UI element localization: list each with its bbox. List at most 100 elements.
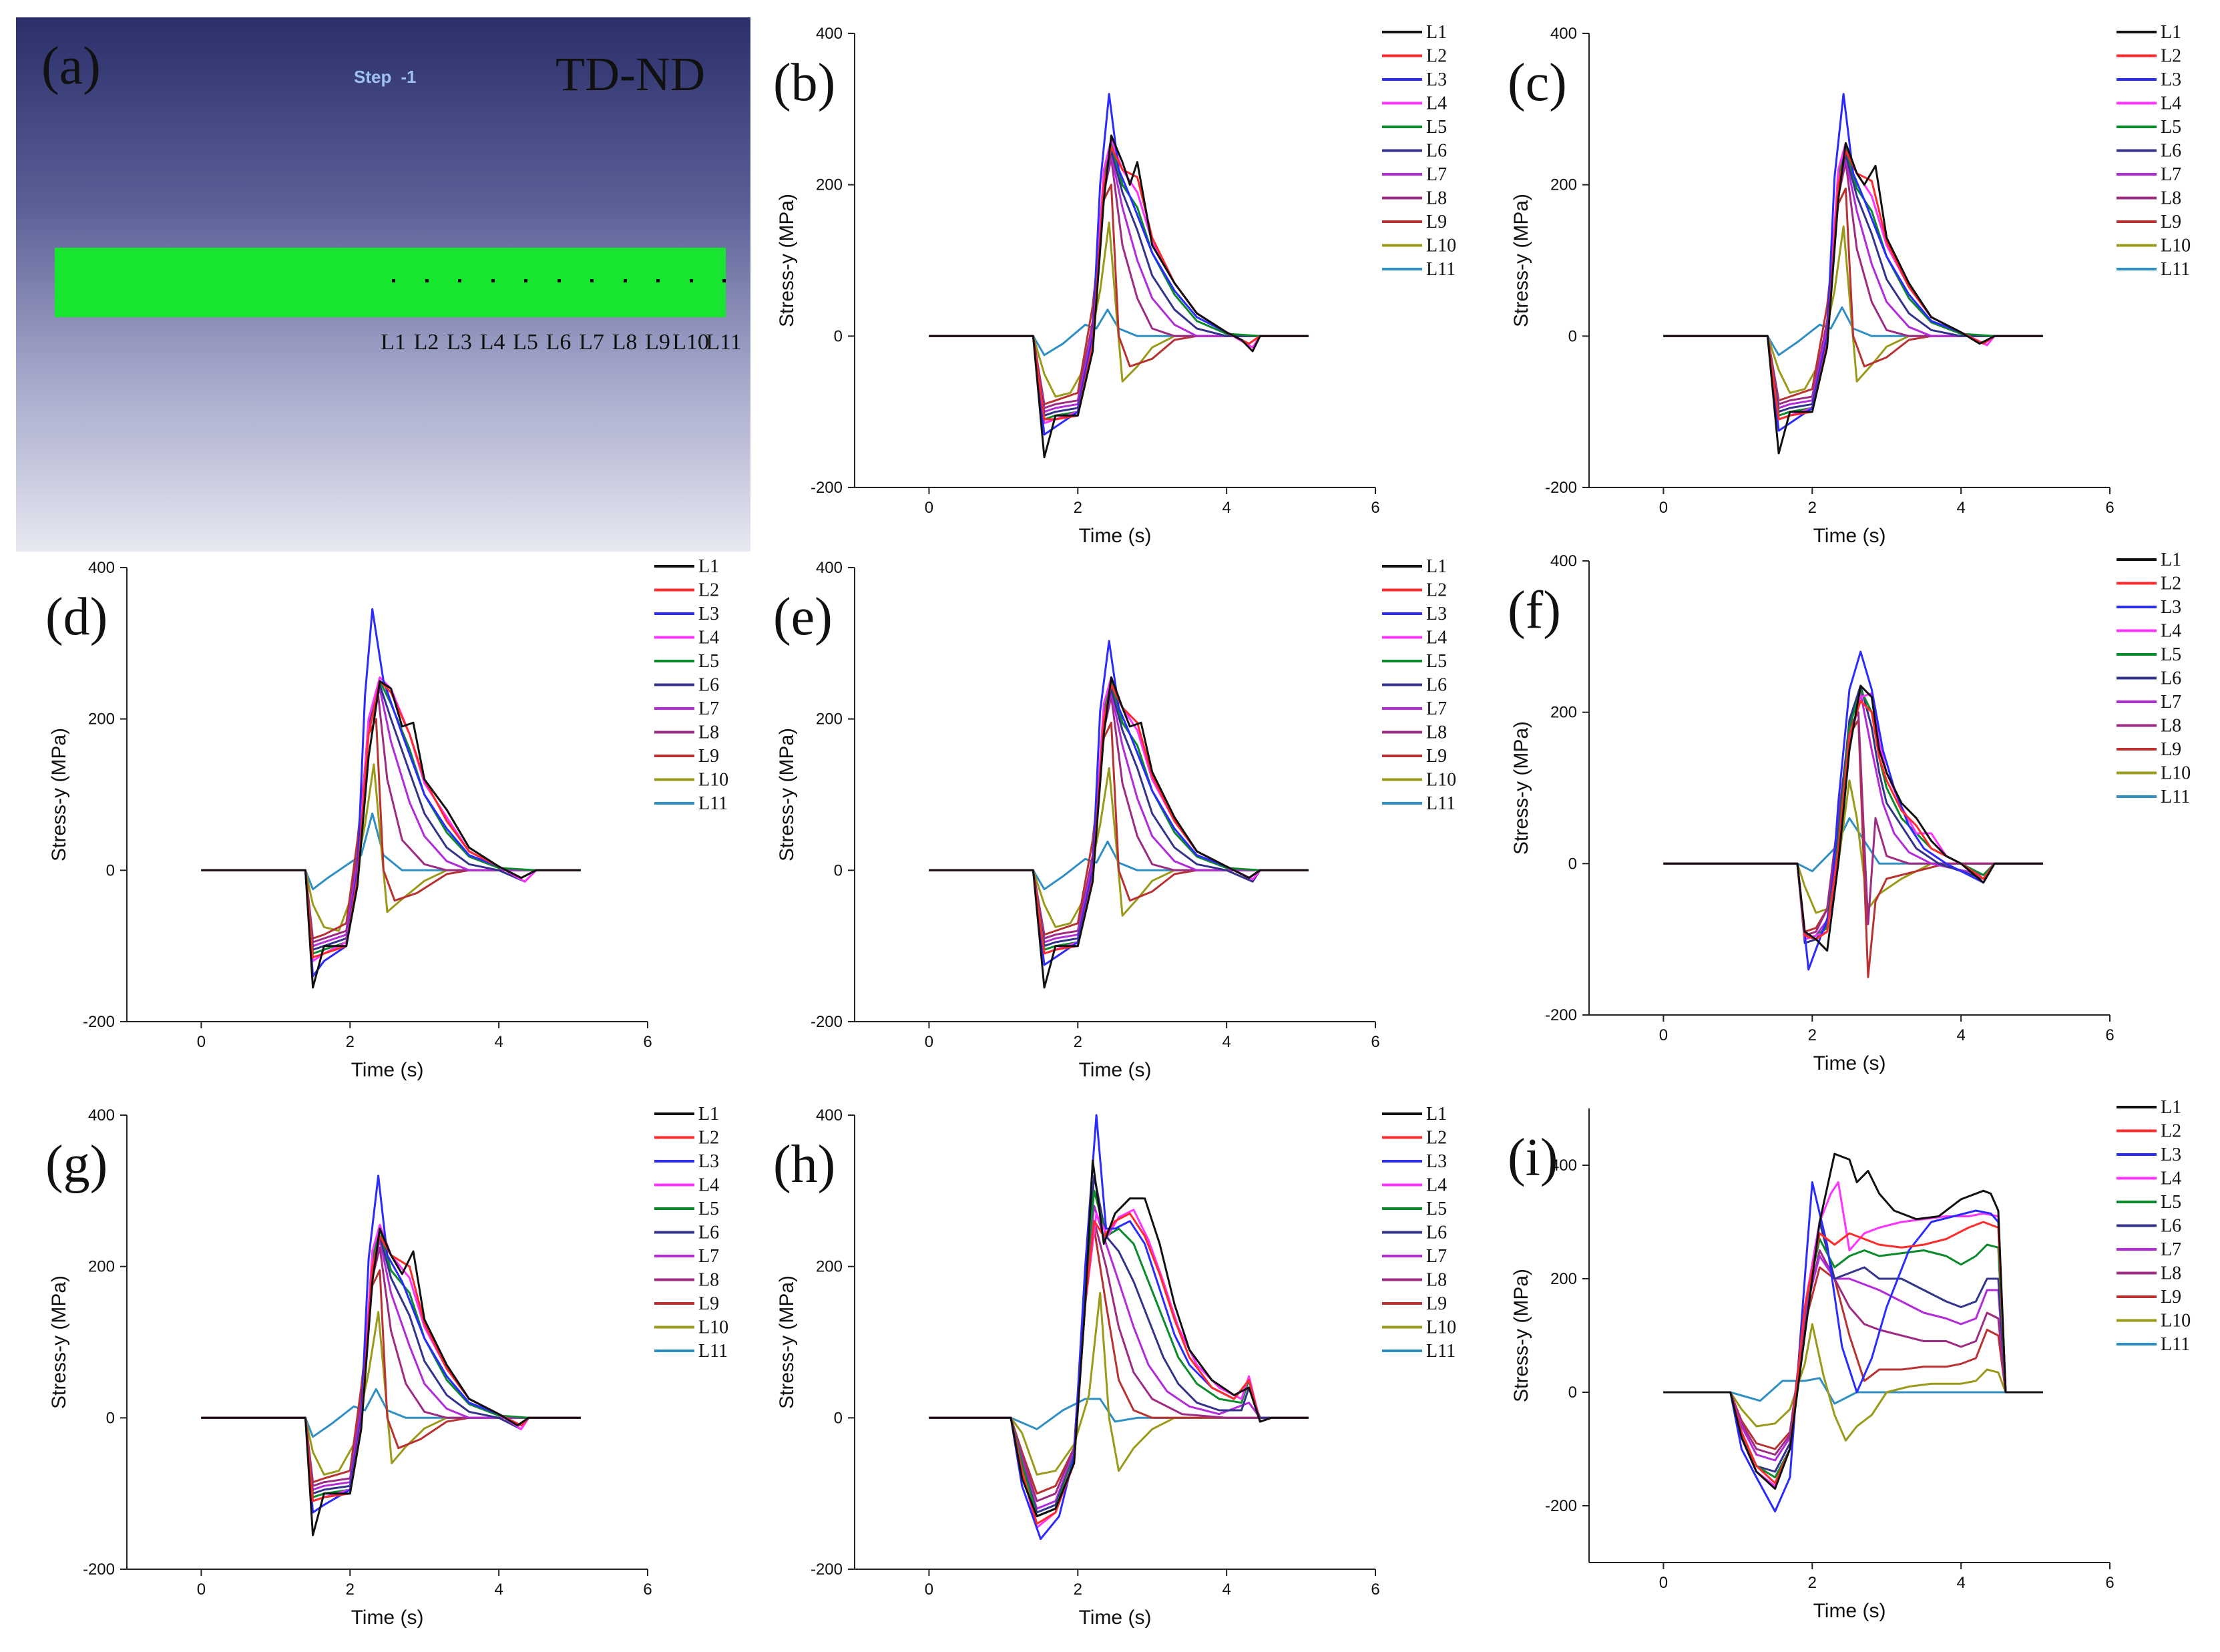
legend-label-l7: L7 [698, 698, 719, 719]
series-line-l9 [929, 184, 1309, 405]
legend-label-l11: L11 [2161, 1334, 2190, 1355]
x-tick-label: 2 [1808, 1574, 1817, 1592]
legend-label-l4: L4 [2161, 93, 2181, 114]
location-point-l10 [689, 279, 693, 282]
legend-label-l11: L11 [698, 1341, 728, 1362]
legend-label-l1: L1 [1426, 22, 1447, 43]
series-line-l11 [929, 1398, 1309, 1430]
series-line-l2 [1663, 700, 2043, 941]
series-line-l6 [201, 684, 581, 951]
legend-label-l8: L8 [1426, 722, 1447, 743]
location-point-l2 [425, 279, 429, 282]
series-line-l1 [1663, 142, 2043, 455]
legend-label-l1: L1 [2161, 1097, 2181, 1118]
legend-label-l9: L9 [698, 1293, 719, 1314]
y-axis-title: Stress-y (MPa) [48, 1275, 70, 1409]
y-tick-label: 0 [1568, 327, 1577, 345]
legend-label-l5: L5 [698, 1199, 719, 1219]
series-line-l7 [1663, 1255, 2043, 1462]
legend-label-l6: L6 [2161, 1216, 2181, 1237]
legend-label-l7: L7 [698, 1246, 719, 1267]
y-tick-label: 0 [834, 327, 843, 345]
series-line-l7 [201, 687, 581, 948]
legend-label-l6: L6 [1426, 1223, 1447, 1243]
panel-label-d: (d) [45, 588, 107, 646]
panel-label-e: (e) [773, 588, 833, 646]
series-line-l11 [201, 812, 581, 891]
y-tick-label: -200 [83, 1013, 115, 1031]
location-point-l1 [392, 279, 395, 282]
location-point-l11 [722, 279, 726, 282]
x-tick-label: 0 [197, 1581, 206, 1599]
series-line-l7 [929, 1205, 1309, 1510]
legend-label-l10: L10 [698, 1317, 728, 1338]
y-tick-label: -200 [1545, 1497, 1577, 1515]
legend-label-l7: L7 [2161, 1239, 2181, 1260]
legend-label-l5: L5 [2161, 117, 2181, 138]
location-label-l5: L5 [513, 330, 538, 355]
chart-panel-f: 0 2 4 6 -200 0 200 400 Time (s) Stress-y (MPa) (f)… [1496, 541, 2220, 1088]
y-tick-label: 400 [1550, 25, 1577, 43]
chart-svg-g: 0 2 4 6 -200 0 200 400 Time (s) Stress-y (MPa) (g)… [45, 1104, 728, 1629]
x-tick-label: 4 [1956, 1574, 1965, 1592]
legend-label-l4: L4 [698, 1175, 719, 1196]
panel-label-a: (a) [41, 37, 101, 95]
legend-label-l4: L4 [2161, 1169, 2181, 1189]
y-axis-title: Stress-y (MPa) [776, 194, 798, 327]
location-point-l6 [557, 279, 561, 282]
location-point-l9 [656, 279, 660, 282]
x-tick-label: 2 [1074, 1033, 1082, 1051]
location-label-l10: L10 [672, 330, 709, 355]
y-tick-label: -200 [811, 1561, 843, 1579]
legend-label-l5: L5 [1426, 1199, 1447, 1219]
legend-label-l2: L2 [698, 1128, 719, 1149]
series-line-l3 [1663, 650, 2043, 971]
location-point-l4 [491, 279, 495, 282]
legend-label-l6: L6 [1426, 675, 1447, 696]
legend-label-l6: L6 [1426, 141, 1447, 162]
series-line-l3 [1663, 1181, 2043, 1512]
series-line-l10 [201, 1311, 581, 1476]
series-line-l3 [1663, 93, 2043, 432]
legend-label-l10: L10 [1426, 1317, 1456, 1338]
y-tick-label: 200 [88, 710, 115, 729]
x-tick-label: 6 [2105, 1574, 2114, 1592]
location-label-l1: L1 [381, 330, 406, 355]
series-group [929, 1114, 1309, 1540]
x-tick-label: 2 [1074, 1581, 1082, 1599]
location-point-l8 [623, 279, 627, 282]
series-group [929, 640, 1309, 989]
y-tick-label: 400 [1550, 1157, 1577, 1175]
chart-panel-h: 0 2 4 6 -200 0 200 400 Time (s) Stress-y (MPa) (h)… [761, 1095, 1496, 1643]
series-line-l7 [929, 153, 1309, 413]
location-label-l2: L2 [413, 330, 439, 355]
chart-svg-e: 0 2 4 6 -200 0 200 400 Time (s) Stress-y (MPa) (e)… [773, 556, 1456, 1081]
chart-svg-f: 0 2 4 6 -200 0 200 400 Time (s) Stress-y (MPa) (f)… [1508, 550, 2191, 1074]
location-label-l9: L9 [645, 330, 670, 355]
x-tick-label: 0 [925, 1033, 933, 1051]
legend-label-l6: L6 [698, 675, 719, 696]
x-axis-title: Time (s) [1079, 1059, 1152, 1081]
series-line-l11 [1663, 1377, 2043, 1405]
chart-svg-b: 0 2 4 6 -200 0 200 400 Time (s) Stress-y (MPa) (b)… [773, 22, 1456, 547]
legend-label-l10: L10 [698, 770, 728, 791]
y-axis-title: Stress-y (MPa) [776, 728, 798, 861]
x-tick-label: 4 [1222, 1581, 1231, 1599]
legend-label-l6: L6 [2161, 141, 2181, 162]
series-line-l10 [929, 221, 1309, 398]
y-axis-title: Stress-y (MPa) [1510, 194, 1532, 327]
y-tick-label: -200 [1545, 479, 1577, 497]
y-tick-label: -200 [811, 479, 843, 497]
legend-label-l5: L5 [2161, 644, 2181, 665]
panel-label-h: (h) [773, 1135, 835, 1194]
legend-label-l8: L8 [1426, 188, 1447, 209]
legend-label-l9: L9 [698, 746, 719, 767]
x-tick-label: 4 [1956, 1026, 1965, 1044]
series-line-l7 [929, 691, 1309, 944]
x-tick-label: 6 [1371, 1033, 1379, 1051]
y-tick-label: -200 [83, 1561, 115, 1579]
x-tick-label: 6 [1371, 1581, 1379, 1599]
series-group [1663, 1153, 2043, 1512]
series-line-l1 [201, 680, 581, 989]
series-line-l9 [929, 721, 1309, 936]
